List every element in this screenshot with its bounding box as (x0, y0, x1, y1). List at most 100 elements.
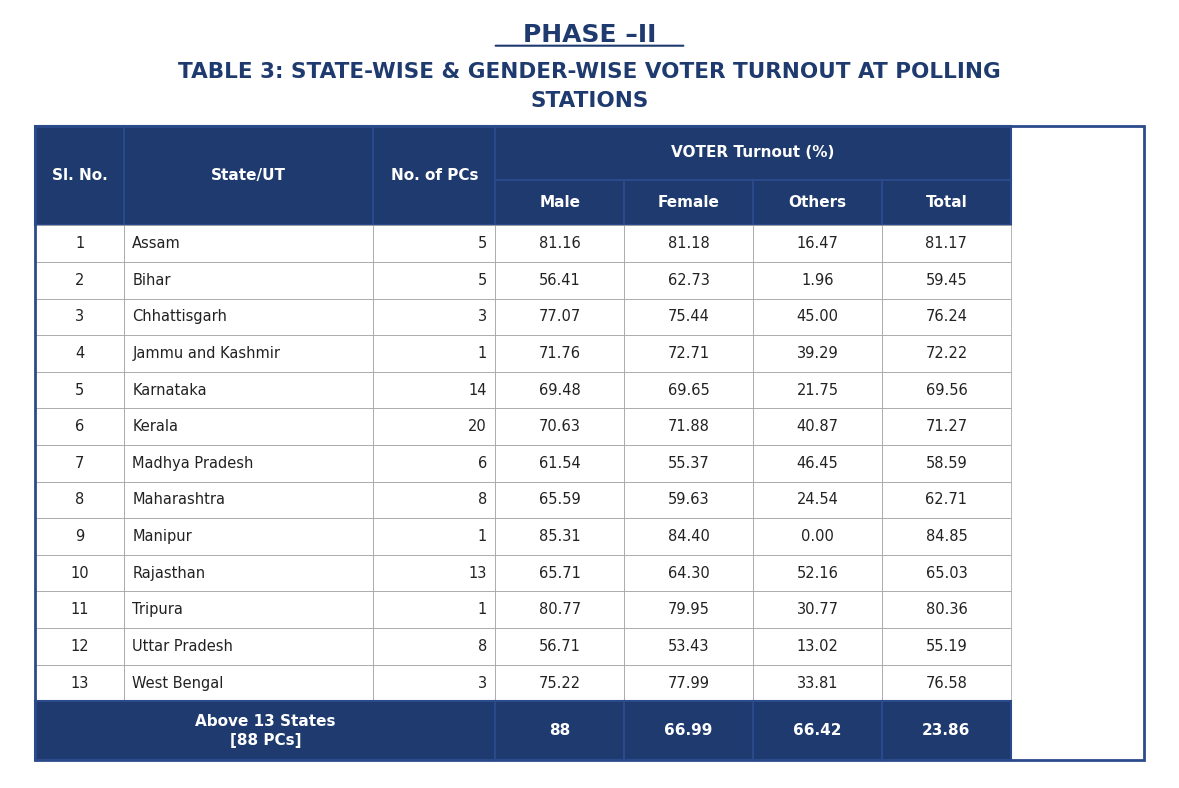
Bar (882, 408, 1010, 445)
Bar (753, 665, 882, 701)
Text: 24.54: 24.54 (797, 492, 838, 507)
Text: 65.59: 65.59 (539, 492, 580, 507)
Bar (35, 299, 124, 335)
Bar (35, 126, 1144, 760)
Bar (753, 701, 882, 760)
Text: 6: 6 (477, 455, 487, 471)
Text: Male: Male (539, 195, 580, 210)
Text: Maharashtra: Maharashtra (132, 492, 225, 507)
Text: 62.71: 62.71 (926, 492, 968, 507)
Text: Kerala: Kerala (132, 419, 178, 434)
Text: 11: 11 (71, 602, 88, 617)
Bar (753, 180, 882, 225)
Bar (124, 555, 374, 592)
Text: 1: 1 (75, 236, 85, 251)
Text: STATIONS: STATIONS (531, 91, 648, 111)
Text: 4: 4 (75, 346, 85, 361)
Text: 1: 1 (477, 529, 487, 544)
Bar (374, 628, 495, 665)
Text: 2: 2 (75, 273, 85, 288)
Bar (624, 335, 753, 372)
Bar (374, 592, 495, 628)
Bar (124, 225, 374, 262)
Bar (753, 299, 882, 335)
Bar (124, 262, 374, 299)
Text: Sl. No.: Sl. No. (52, 168, 107, 184)
Bar (753, 555, 882, 592)
Bar (35, 519, 124, 555)
Text: 3: 3 (477, 675, 487, 690)
Text: PHASE –II: PHASE –II (522, 24, 657, 47)
Bar (624, 665, 753, 701)
Bar (624, 555, 753, 592)
Text: 77.07: 77.07 (539, 310, 581, 325)
Bar (882, 555, 1010, 592)
Bar (624, 701, 753, 760)
Bar (495, 445, 624, 481)
Text: 84.40: 84.40 (667, 529, 710, 544)
Text: 8: 8 (477, 492, 487, 507)
Text: 8: 8 (477, 639, 487, 654)
Bar (495, 481, 624, 519)
Bar (124, 335, 374, 372)
Text: 46.45: 46.45 (797, 455, 838, 471)
Bar (882, 335, 1010, 372)
Bar (753, 372, 882, 408)
Bar (495, 519, 624, 555)
Text: Total: Total (926, 195, 967, 210)
Text: 71.27: 71.27 (926, 419, 968, 434)
Text: 10: 10 (71, 566, 88, 581)
Text: 72.71: 72.71 (667, 346, 710, 361)
Bar (882, 445, 1010, 481)
Bar (35, 701, 495, 760)
Text: 5: 5 (75, 383, 85, 398)
Text: 71.76: 71.76 (539, 346, 581, 361)
Bar (374, 225, 495, 262)
Bar (624, 628, 753, 665)
Bar (624, 519, 753, 555)
Text: No. of PCs: No. of PCs (390, 168, 479, 184)
Text: 3: 3 (477, 310, 487, 325)
Bar (495, 701, 624, 760)
Text: 45.00: 45.00 (797, 310, 838, 325)
Bar (624, 372, 753, 408)
Bar (124, 408, 374, 445)
Bar (624, 299, 753, 335)
Text: 13: 13 (469, 566, 487, 581)
Text: Tripura: Tripura (132, 602, 183, 617)
Bar (374, 555, 495, 592)
Text: 33.81: 33.81 (797, 675, 838, 690)
Bar (374, 519, 495, 555)
Text: 5: 5 (477, 273, 487, 288)
Text: Manipur: Manipur (132, 529, 192, 544)
Text: Others: Others (789, 195, 847, 210)
Bar (495, 225, 624, 262)
Text: 1: 1 (477, 346, 487, 361)
Bar (374, 262, 495, 299)
Bar (124, 628, 374, 665)
Text: 72.22: 72.22 (926, 346, 968, 361)
Text: 0.00: 0.00 (801, 529, 834, 544)
Bar (495, 665, 624, 701)
Text: 23.86: 23.86 (922, 723, 970, 738)
Bar (495, 262, 624, 299)
Bar (35, 225, 124, 262)
Text: 13: 13 (71, 675, 88, 690)
Text: 80.77: 80.77 (539, 602, 581, 617)
Bar (882, 481, 1010, 519)
Bar (35, 628, 124, 665)
Bar (882, 225, 1010, 262)
Text: 6: 6 (75, 419, 85, 434)
Bar (374, 665, 495, 701)
Text: 81.16: 81.16 (539, 236, 580, 251)
Text: VOTER Turnout (%): VOTER Turnout (%) (671, 145, 835, 161)
Text: 65.03: 65.03 (926, 566, 967, 581)
Bar (35, 408, 124, 445)
Text: 13.02: 13.02 (797, 639, 838, 654)
Bar (374, 299, 495, 335)
Bar (35, 335, 124, 372)
Text: 14: 14 (468, 383, 487, 398)
Text: 71.88: 71.88 (667, 419, 710, 434)
Text: 81.18: 81.18 (667, 236, 710, 251)
Text: 69.65: 69.65 (667, 383, 710, 398)
